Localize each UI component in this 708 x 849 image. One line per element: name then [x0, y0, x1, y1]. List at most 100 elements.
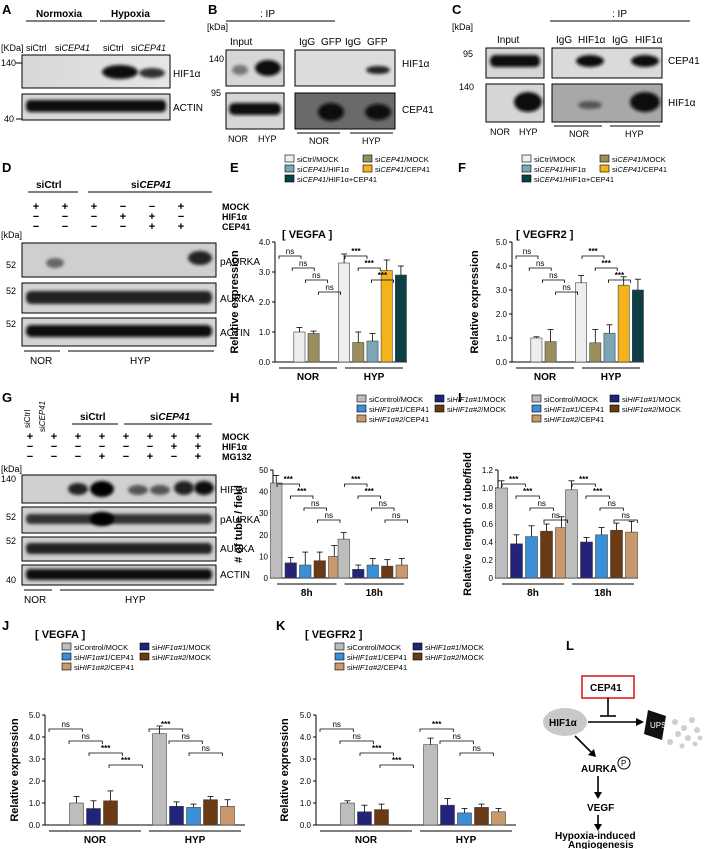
significance-label: ns: [312, 271, 320, 280]
legend-label: siHIF1α#2/CEP41: [544, 415, 604, 424]
treatment-sign: −: [75, 451, 81, 463]
y-tick-label: 5.0: [496, 238, 508, 247]
legend-label: siControl/MOCK: [74, 643, 128, 652]
treatment-sign: +: [99, 431, 105, 443]
group-label: 8h: [301, 588, 313, 599]
significance-label: ***: [615, 271, 625, 280]
group-label: HYP: [130, 356, 151, 367]
significance-bracket: [371, 279, 394, 283]
group-title-prefix: si: [150, 412, 159, 423]
blot-band: [365, 104, 391, 120]
legend-label-part: si: [612, 155, 618, 164]
mw-marker: 140: [1, 474, 16, 484]
lane-label: HIF1α: [578, 35, 606, 46]
outcome-label: Angiogenesis: [568, 840, 634, 849]
legend-label-part: si: [369, 405, 375, 414]
blot-band: [150, 485, 170, 495]
arrow-head: [594, 824, 602, 831]
significance-bracket: [319, 728, 354, 732]
ups-label: UPS: [650, 721, 666, 730]
lane-label-prefix: si: [131, 43, 138, 53]
legend-label: siCEP41/CEP41: [612, 165, 667, 174]
legend-swatch: [356, 394, 367, 403]
treatment-sign: +: [91, 201, 97, 213]
treatment-label: MOCK: [222, 202, 250, 212]
blot-band: [46, 258, 64, 268]
significance-bracket: [571, 483, 596, 487]
significance-label: ***: [378, 271, 388, 280]
phospho-label: P: [621, 759, 626, 768]
treatment-sign: −: [147, 441, 153, 453]
treatment-sign: −: [51, 451, 57, 463]
significance-label: ns: [201, 744, 209, 753]
legend-swatch: [61, 642, 72, 651]
treatment-sign: +: [195, 431, 201, 443]
legend-label: siCEP41/HIF1α+CEP41: [534, 175, 614, 184]
significance-label: ***: [392, 756, 402, 765]
legend-swatch: [139, 642, 150, 651]
significance-bracket: [188, 752, 223, 756]
group-label: HYP: [625, 129, 644, 139]
legend-label-part: si: [297, 165, 303, 174]
lane-label: IgG: [299, 37, 315, 48]
blot-band: [174, 481, 194, 495]
group-title-gene: CEP41: [139, 180, 171, 191]
y-tick-label: 0.4: [482, 538, 494, 547]
significance-bracket: [594, 267, 618, 271]
y-tick-label: 2.0: [259, 298, 271, 307]
mw-marker: 52: [6, 286, 16, 296]
panel-label: B: [208, 2, 217, 17]
significance-bracket: [291, 267, 315, 271]
panel-label: G: [2, 390, 12, 405]
legend-label-part: HIF1α#2: [79, 663, 109, 672]
significance-label: ns: [392, 511, 400, 520]
group-label: NOR: [309, 136, 330, 146]
legend-swatch: [362, 154, 373, 163]
blot-band: [194, 481, 214, 495]
significance-label: ***: [509, 475, 519, 484]
blot-band: [576, 55, 604, 67]
significance-bracket: [379, 764, 414, 768]
lane-label: IgG: [345, 37, 361, 48]
treatment-sign: +: [123, 431, 129, 443]
treatment-sign: −: [75, 441, 81, 453]
significance-label: ***: [579, 475, 589, 484]
treatment-sign: −: [91, 211, 97, 223]
mw-marker: 52: [6, 512, 16, 522]
legend-swatch: [334, 652, 345, 661]
group-label: HYP: [362, 136, 381, 146]
legend-swatch: [531, 394, 542, 403]
blot-band: [26, 325, 212, 337]
activation-arrow: [574, 735, 593, 754]
legend-label: siCEP41/MOCK: [612, 155, 666, 164]
y-axis-label: Relative expression: [469, 250, 481, 354]
y-tick-label: 0: [489, 574, 494, 583]
significance-bracket: [528, 267, 552, 271]
treatment-sign: +: [195, 451, 201, 463]
legend-label-part: siCtrl/MOCK: [297, 155, 339, 164]
legend-label-part: si: [544, 415, 550, 424]
legend-label: siCtrl/MOCK: [297, 155, 339, 164]
legend-label-part: si: [622, 395, 628, 404]
treatment-sign: −: [120, 201, 126, 213]
panel-label: C: [452, 2, 462, 17]
lane-label: siCtrl: [26, 43, 47, 53]
treatment-sign: −: [123, 441, 129, 453]
band-label: AURKA: [220, 294, 255, 305]
mw-marker: 52: [6, 536, 16, 546]
y-tick-label: 0.0: [259, 358, 271, 367]
y-tick-label: 50: [259, 466, 268, 475]
bar: [352, 342, 365, 363]
bar: [540, 530, 553, 579]
blot-band: [90, 481, 114, 497]
legend-label: siHIF1α#1/MOCK: [425, 643, 484, 652]
condition-label: Hypoxia: [111, 9, 150, 20]
blot-band: [139, 68, 165, 78]
legend-label-part: /HIF1α: [326, 165, 349, 174]
lane-label: siCEP41: [55, 43, 90, 53]
treatment-sign: −: [27, 451, 33, 463]
panel-label: H: [230, 390, 239, 405]
y-tick-label: 10: [259, 552, 268, 561]
significance-label: ns: [286, 247, 294, 256]
